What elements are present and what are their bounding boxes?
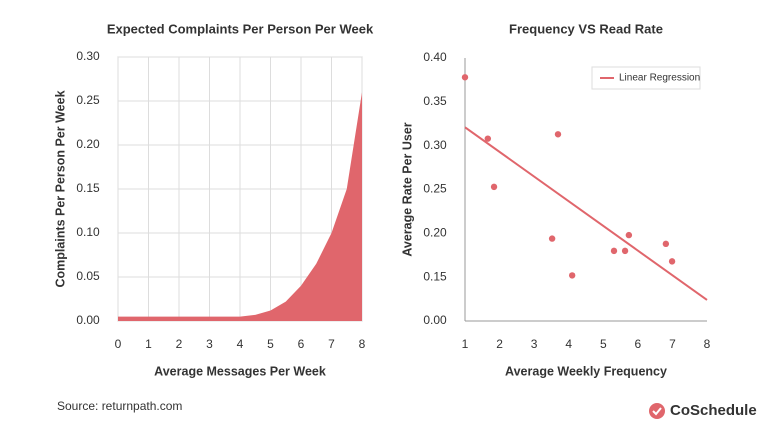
y-tick-label: 0.00	[76, 313, 100, 327]
point	[548, 235, 556, 242]
y-tick-label: 0.00	[423, 313, 447, 327]
point	[461, 74, 469, 81]
y-tick-label: 0.05	[76, 269, 100, 283]
point	[668, 258, 676, 265]
x-tick-label: 4	[237, 337, 244, 351]
legend-box	[591, 66, 701, 90]
x-tick-label: 6	[635, 337, 642, 351]
y-tick-label: 0.25	[423, 182, 447, 196]
x-tick-label: 3	[531, 337, 538, 351]
x-axis-label: Average Messages Per Week	[154, 364, 326, 378]
point	[554, 131, 562, 138]
x-tick-label: 8	[704, 337, 711, 351]
x-tick-label: 6	[298, 337, 305, 351]
x-tick-label: 3	[206, 337, 213, 351]
y-tick-label: 0.30	[423, 138, 447, 152]
y-tick-label: 0.30	[76, 49, 100, 63]
x-tick-label: 4	[565, 337, 572, 351]
point	[484, 135, 492, 142]
legend-label: Linear Regression	[619, 73, 700, 84]
y-tick-label: 0.25	[76, 93, 100, 107]
x-tick-label: 1	[145, 337, 152, 351]
point	[621, 247, 629, 255]
y-tick-label: 0.15	[423, 269, 447, 283]
source: Source: returnpath.com	[57, 399, 182, 413]
point	[568, 272, 576, 279]
x-tick-label: 2	[496, 337, 503, 351]
point	[662, 240, 670, 248]
brand-logo	[649, 403, 665, 419]
x-tick-label: 1	[462, 337, 469, 351]
chart-title: Expected Complaints Per Person Per Week	[107, 21, 374, 36]
y-tick-label: 0.20	[423, 226, 447, 240]
x-axis-label: Average Weekly Frequency	[505, 364, 667, 378]
point	[625, 231, 633, 239]
area	[118, 92, 362, 321]
y-tick-label: 0.10	[76, 225, 100, 239]
y-axis-label: Average Rate Per User	[400, 122, 414, 256]
brand: CoSchedule	[670, 402, 757, 419]
x-tick-label: 5	[600, 337, 607, 351]
y-tick-label: 0.15	[76, 181, 100, 195]
regression-line	[464, 126, 708, 301]
y-tick-label: 0.35	[423, 94, 447, 108]
x-tick-label: 2	[176, 337, 183, 351]
x-tick-label: 7	[669, 337, 676, 351]
y-tick-label: 0.20	[76, 137, 100, 151]
y-tick-label: 0.40	[423, 50, 447, 64]
x-tick-label: 5	[267, 337, 274, 351]
chart-title: Frequency VS Read Rate	[509, 21, 663, 36]
x-tick-label: 0	[115, 337, 122, 351]
y-axis-label: Complaints Per Person Per Week	[53, 90, 67, 287]
x-tick-label: 7	[328, 337, 335, 351]
x-tick-label: 8	[359, 337, 366, 351]
point	[490, 183, 498, 191]
point	[610, 247, 618, 255]
